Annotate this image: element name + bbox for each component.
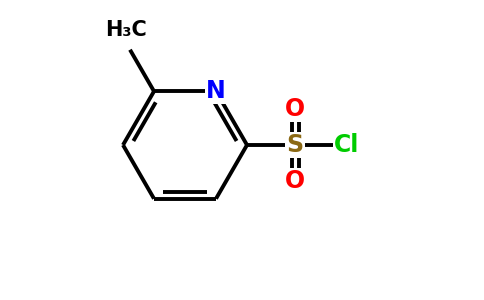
Text: N: N (206, 79, 226, 103)
Text: O: O (285, 169, 305, 193)
Text: H₃C: H₃C (105, 20, 147, 40)
Text: Cl: Cl (334, 133, 360, 157)
Text: O: O (285, 97, 305, 121)
Text: S: S (287, 133, 303, 157)
